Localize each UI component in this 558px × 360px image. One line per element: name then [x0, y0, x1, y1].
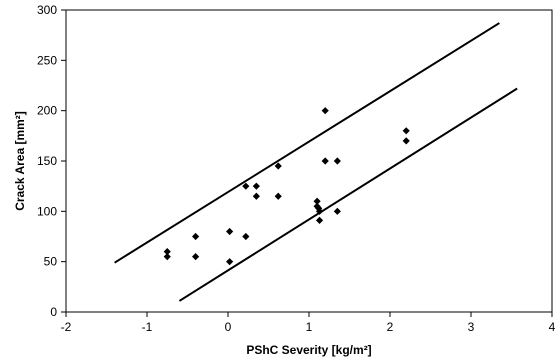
- bound-line-1: [114, 22, 500, 264]
- data-point-9: [252, 182, 260, 190]
- data-point-16: [315, 207, 324, 215]
- data-point-5: [226, 227, 234, 236]
- y-tick-label: 200: [37, 104, 57, 118]
- x-tick-label: 1: [306, 320, 313, 334]
- y-tick-label: 100: [37, 204, 57, 218]
- bound-line-2: [178, 87, 518, 302]
- data-point-19: [321, 157, 329, 165]
- data-point-15: [315, 204, 323, 212]
- x-tick-label: 0: [225, 320, 232, 334]
- data-point-17: [315, 216, 324, 224]
- x-tick-label: 2: [387, 320, 394, 334]
- y-tick-label: 150: [37, 154, 57, 168]
- x-tick-label: -1: [142, 320, 153, 334]
- data-point-2: [163, 253, 171, 261]
- y-axis-title: Crack Area [mm²]: [13, 111, 27, 211]
- data-point-11: [274, 162, 282, 170]
- data-point-6: [226, 258, 234, 266]
- x-axis-title: PShC Severity [kg/m²]: [246, 343, 371, 357]
- y-tick-label: 250: [37, 53, 57, 67]
- y-tick-label: 50: [44, 255, 58, 269]
- y-axis-ticks: 0 50 100 150 200 250 300: [37, 3, 66, 319]
- x-tick-label: -2: [61, 320, 72, 334]
- x-tick-label: 3: [468, 320, 475, 334]
- data-point-4: [192, 253, 200, 261]
- x-axis-ticks: -2 -1 0 1 2 3 4: [61, 312, 556, 334]
- data-point-14: [313, 202, 321, 210]
- data-point-21: [333, 207, 341, 215]
- x-tick-label: 4: [549, 320, 556, 334]
- data-point-1: [163, 248, 171, 256]
- data-point-8: [242, 232, 250, 241]
- data-point-20: [333, 157, 341, 165]
- data-point-12: [274, 192, 282, 200]
- data-point-3: [192, 232, 200, 241]
- plot-area: [65, 9, 553, 313]
- bound-lines: [114, 22, 518, 302]
- data-point-22: [402, 127, 410, 135]
- data-point-7: [242, 182, 250, 190]
- data-points: [163, 107, 410, 266]
- data-point-13: [313, 197, 321, 205]
- y-tick-label: 300: [37, 3, 57, 17]
- data-point-18: [321, 107, 329, 115]
- data-point-10: [252, 192, 260, 200]
- data-point-23: [402, 137, 410, 145]
- y-tick-label: 0: [50, 305, 57, 319]
